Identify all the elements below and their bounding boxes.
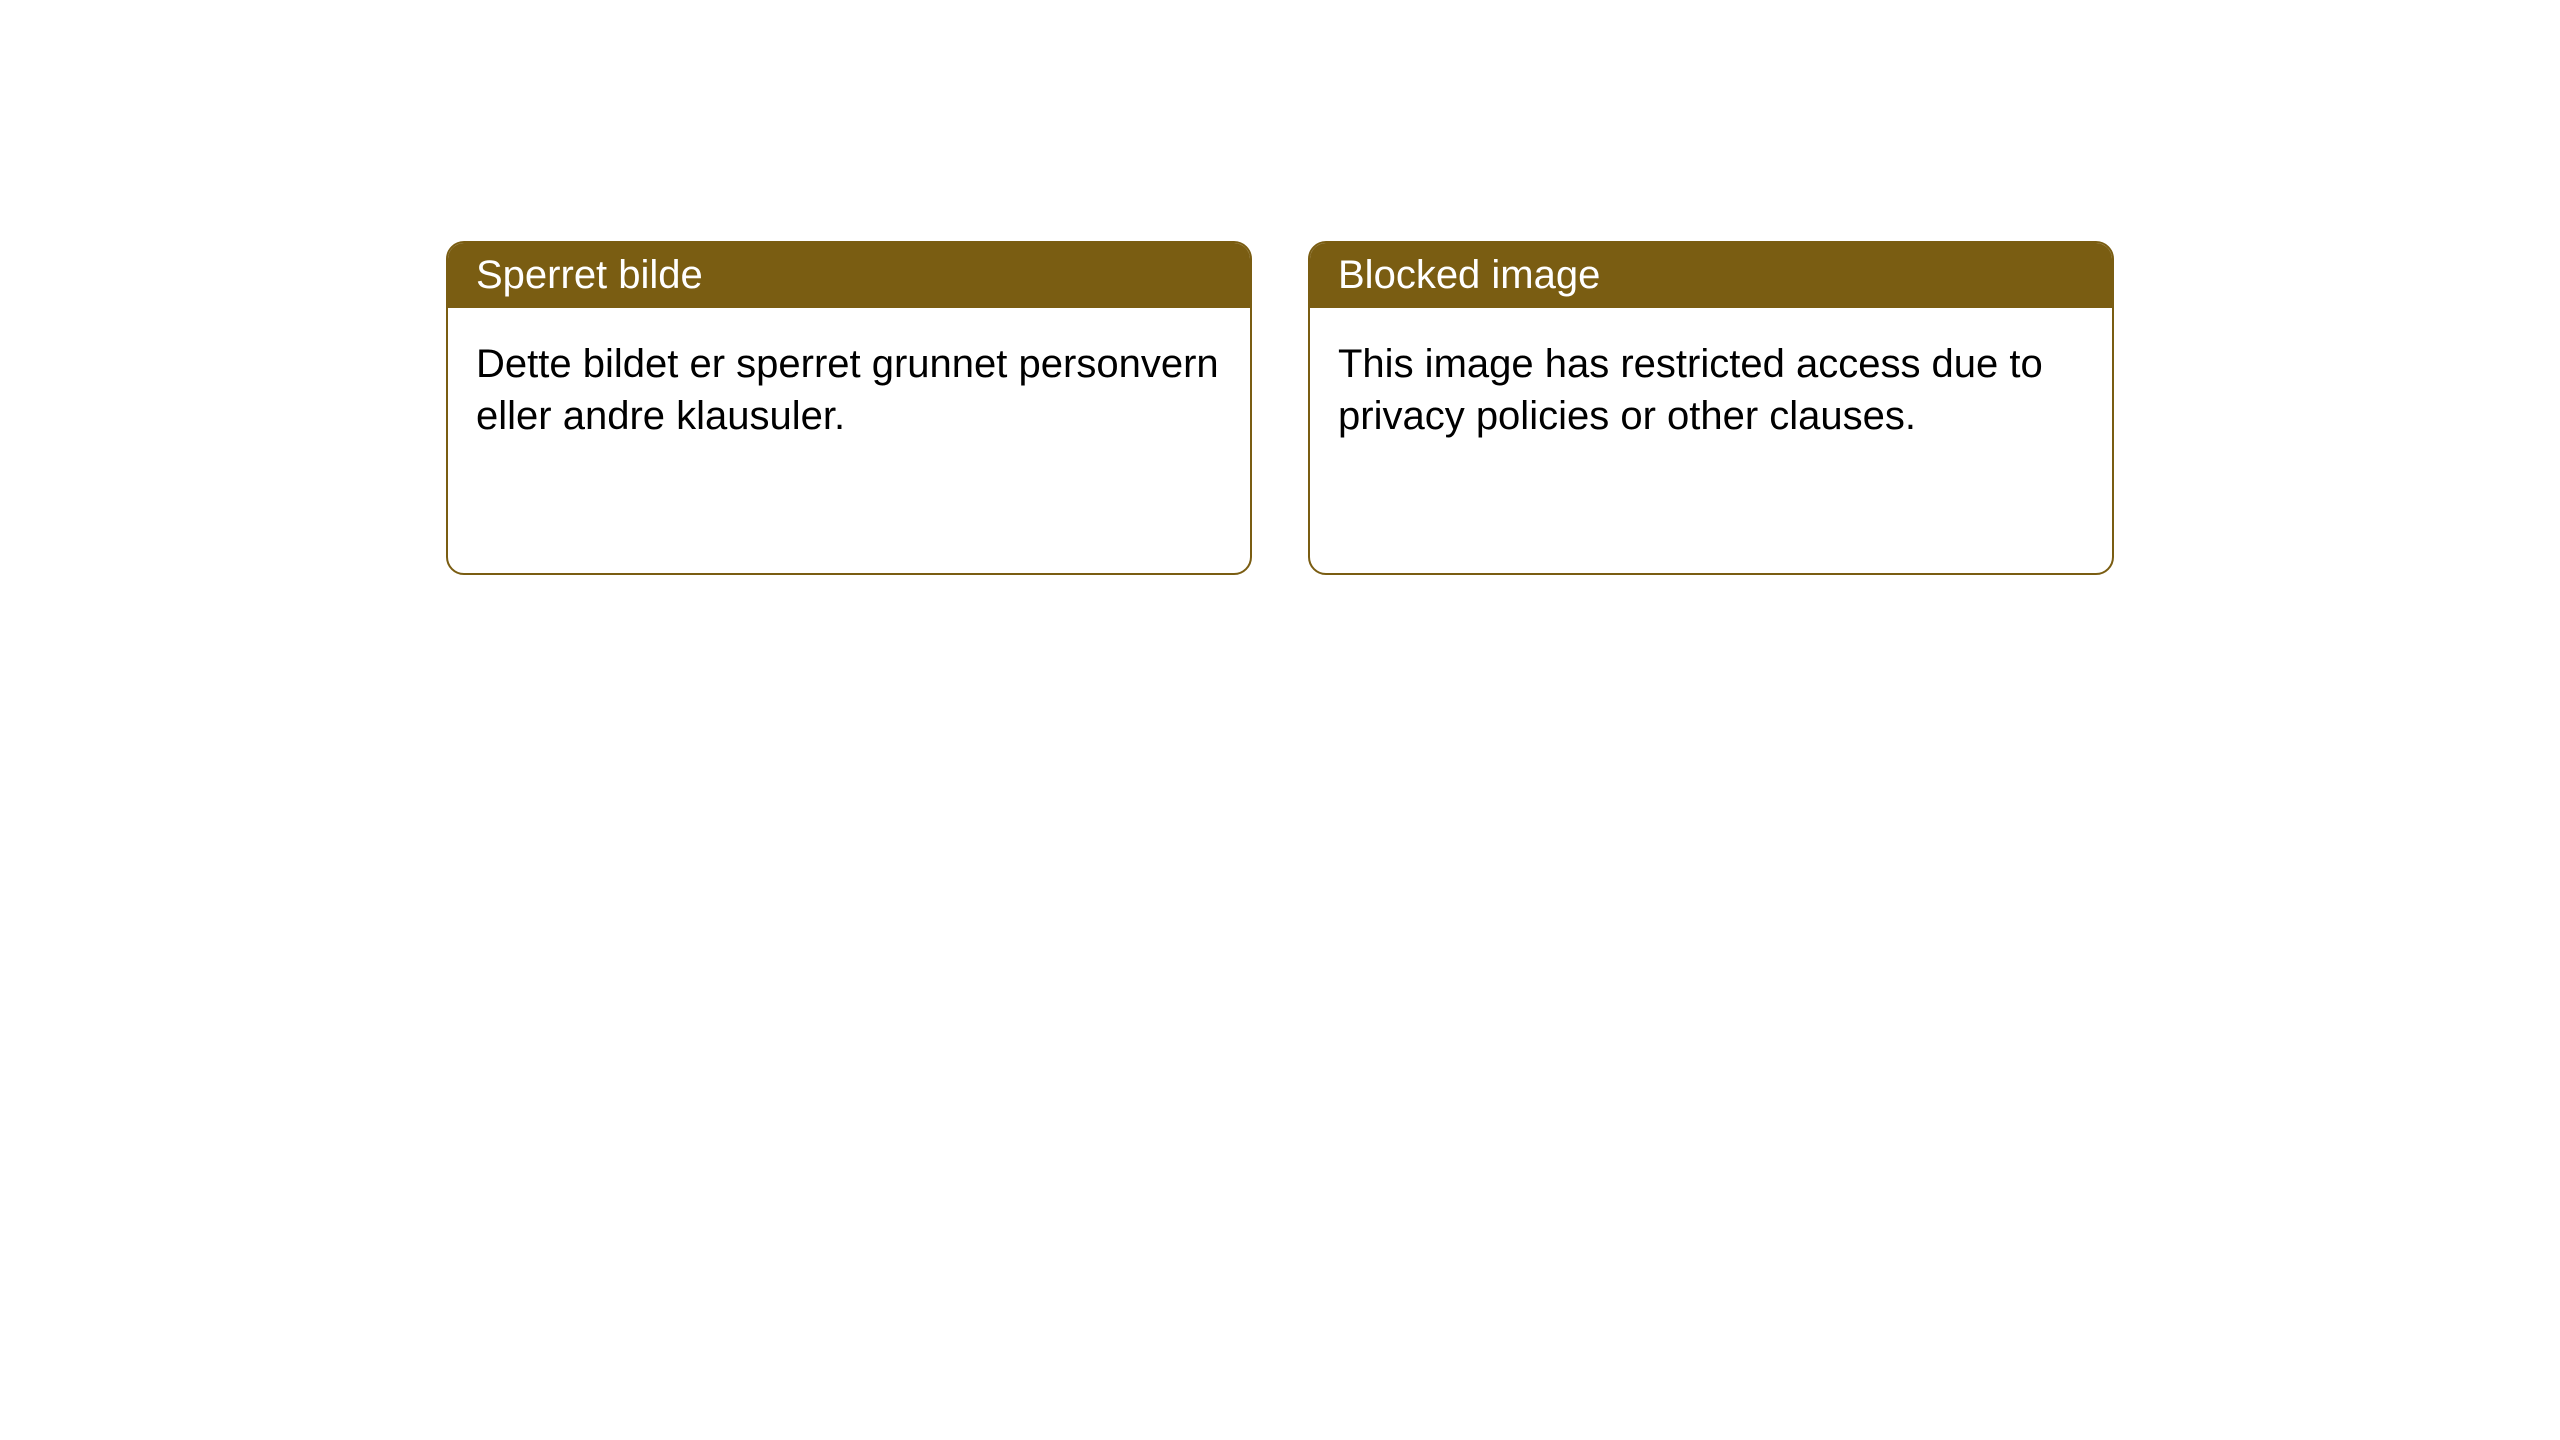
notice-body: Dette bildet er sperret grunnet personve… bbox=[448, 308, 1250, 472]
notice-container: Sperret bilde Dette bildet er sperret gr… bbox=[0, 0, 2560, 575]
notice-title: Sperret bilde bbox=[448, 243, 1250, 308]
notice-card-norwegian: Sperret bilde Dette bildet er sperret gr… bbox=[446, 241, 1252, 575]
notice-title: Blocked image bbox=[1310, 243, 2112, 308]
notice-body: This image has restricted access due to … bbox=[1310, 308, 2112, 472]
notice-card-english: Blocked image This image has restricted … bbox=[1308, 241, 2114, 575]
